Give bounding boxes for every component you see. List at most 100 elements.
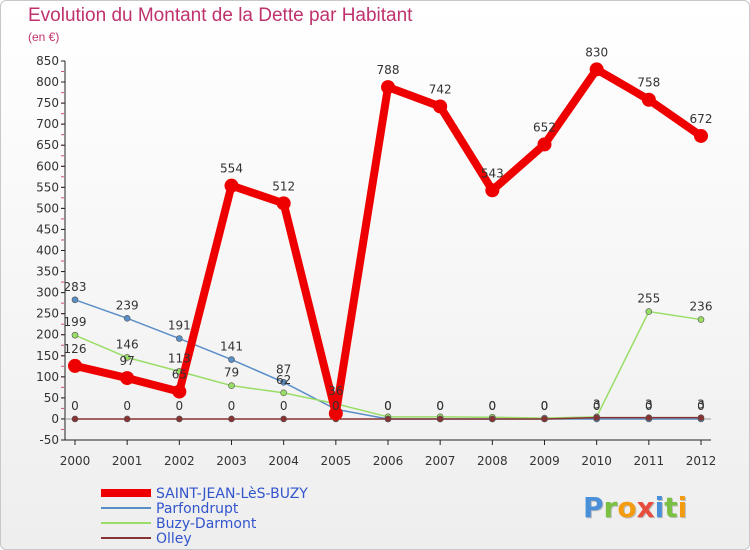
data-point-olley <box>176 415 183 423</box>
data-label-saint-jean-l-s-buzy: 512 <box>272 179 295 193</box>
data-point-saint-jean-l-s-buzy <box>589 62 604 77</box>
data-point-saint-jean-l-s-buzy <box>641 92 656 107</box>
data-label-olley: 0 <box>176 399 184 413</box>
data-point-saint-jean-l-s-buzy <box>172 384 187 399</box>
data-label-parfondrupt: 0 <box>593 399 601 413</box>
data-label-parfondrupt: 0 <box>645 399 653 413</box>
y-tick-label: 700 <box>36 117 59 131</box>
data-point-olley <box>123 415 131 423</box>
data-point-saint-jean-l-s-buzy <box>328 406 343 421</box>
y-tick-label: 750 <box>36 96 59 110</box>
x-tick-label: 2008 <box>477 454 508 468</box>
y-tick-label: 150 <box>36 349 59 363</box>
logo-letter: t <box>664 491 678 524</box>
data-point-saint-jean-l-s-buzy <box>381 80 395 95</box>
y-tick-label: 0 <box>51 412 59 426</box>
y-tick-label: 100 <box>36 370 59 384</box>
data-point-buzy-darmont <box>697 316 705 323</box>
data-label-parfondrupt: 141 <box>220 340 243 354</box>
logo-letter: o <box>617 491 637 524</box>
x-tick-label: 2005 <box>321 454 352 468</box>
data-label-olley: 0 <box>332 399 340 413</box>
data-point-olley <box>280 415 287 423</box>
y-tick-label: 500 <box>36 201 59 215</box>
axes: -500501001502002503003504004505005506006… <box>36 54 716 468</box>
data-label-olley: 0 <box>280 399 288 413</box>
data-label-buzy-darmont: 199 <box>64 315 87 329</box>
x-tick-label: 2009 <box>529 454 560 468</box>
y-tick-label: 250 <box>36 307 59 321</box>
y-tick-label: 300 <box>36 286 59 300</box>
data-point-saint-jean-l-s-buzy <box>68 358 82 373</box>
y-tick-label: 650 <box>36 138 59 152</box>
legend-label-olley: Olley <box>156 531 192 547</box>
data-label-parfondrupt: 191 <box>168 319 191 333</box>
data-label-saint-jean-l-s-buzy: 543 <box>481 166 504 180</box>
x-tick-label: 2007 <box>425 454 456 468</box>
x-tick-label: 2010 <box>581 454 612 468</box>
data-point-saint-jean-l-s-buzy <box>433 99 448 114</box>
logo-letter: x <box>636 491 655 524</box>
x-tick-label: 2012 <box>686 454 717 468</box>
x-tick-label: 2006 <box>373 454 404 468</box>
chart-title: Evolution du Montant de la Dette par Hab… <box>28 5 413 26</box>
data-point-saint-jean-l-s-buzy <box>120 371 135 386</box>
data-label-olley: 0 <box>436 399 444 413</box>
data-point-olley <box>697 414 705 421</box>
data-label-saint-jean-l-s-buzy: 126 <box>64 342 87 356</box>
x-tick-label: 2002 <box>164 454 195 468</box>
legend-label-buzy-darmont: Buzy-Darmont <box>156 516 257 532</box>
data-label-parfondrupt: 0 <box>436 399 444 413</box>
logo-letter: i <box>654 491 665 524</box>
data-label-saint-jean-l-s-buzy: 554 <box>220 162 243 176</box>
y-tick-label: -50 <box>39 433 59 447</box>
series-lines <box>68 62 708 423</box>
data-label-parfondrupt: 0 <box>384 399 392 413</box>
proxiti-logo: Proxiti <box>583 491 687 524</box>
data-point-buzy-darmont <box>123 354 131 361</box>
data-point-parfondrupt <box>176 335 183 342</box>
y-tick-label: 350 <box>36 265 59 279</box>
data-label-olley: 0 <box>123 399 131 413</box>
x-tick-label: 2003 <box>216 454 247 468</box>
data-label-olley: 0 <box>228 399 236 413</box>
data-label-saint-jean-l-s-buzy: 758 <box>637 76 660 90</box>
data-point-saint-jean-l-s-buzy <box>485 183 500 198</box>
data-labels: 126 97 65 554 512 788 742 543 652 830 758 672 283 239… <box>64 45 713 413</box>
y-tick-label: 850 <box>36 54 59 68</box>
data-point-saint-jean-l-s-buzy <box>537 137 552 152</box>
y-tick-label: 450 <box>36 222 59 236</box>
data-label-olley: 3 <box>593 398 601 412</box>
data-point-buzy-darmont <box>228 382 235 389</box>
data-point-parfondrupt <box>280 379 287 386</box>
data-point-olley <box>436 415 444 423</box>
x-tick-label: 2011 <box>634 454 665 468</box>
data-point-parfondrupt <box>123 314 131 322</box>
data-label-buzy-darmont: 255 <box>637 292 660 306</box>
data-label-parfondrupt: 0 <box>541 399 549 413</box>
data-label-saint-jean-l-s-buzy: 830 <box>585 45 608 59</box>
data-label-buzy-darmont: 236 <box>690 300 713 314</box>
y-tick-label: 550 <box>36 180 59 194</box>
data-label-saint-jean-l-s-buzy: 65 <box>172 368 187 382</box>
x-tick-label: 2004 <box>268 454 299 468</box>
data-label-buzy-darmont: 79 <box>224 366 239 380</box>
data-label-buzy-darmont: 36 <box>328 384 343 398</box>
data-label-parfondrupt: 283 <box>64 280 87 294</box>
legend-label-parfondrupt: Parfondrupt <box>156 501 239 517</box>
data-label-olley: 0 <box>489 399 497 413</box>
data-point-saint-jean-l-s-buzy <box>694 128 708 143</box>
data-point-olley <box>489 415 496 423</box>
x-tick-label: 2001 <box>112 454 143 468</box>
logo-letter: r <box>603 491 618 524</box>
data-label-olley: 0 <box>71 399 79 413</box>
legend-label-saint-jean-l-s-buzy: SAINT-JEAN-LèS-BUZY <box>156 486 308 502</box>
data-point-saint-jean-l-s-buzy <box>224 178 239 193</box>
data-label-saint-jean-l-s-buzy: 672 <box>690 112 713 126</box>
data-point-olley <box>593 414 600 421</box>
data-label-olley: 0 <box>384 399 392 413</box>
data-label-olley: 0 <box>541 399 549 413</box>
y-tick-label: 800 <box>36 75 59 89</box>
